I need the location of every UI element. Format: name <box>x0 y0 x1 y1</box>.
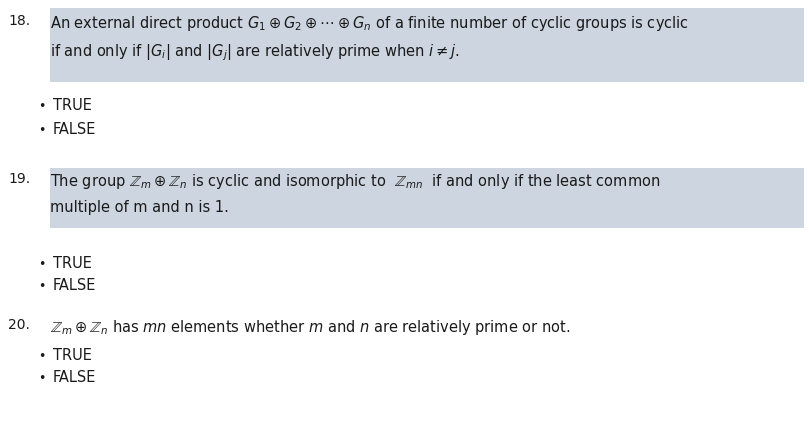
Text: •: • <box>38 258 45 271</box>
Text: •: • <box>38 350 45 363</box>
Text: 18.: 18. <box>8 14 30 28</box>
Text: if and only if $|G_i|$ and $|G_j|$ are relatively prime when $i \neq j$.: if and only if $|G_i|$ and $|G_j|$ are r… <box>50 42 460 63</box>
Text: TRUE: TRUE <box>53 98 92 113</box>
Text: An external direct product $G_1\oplus G_2 \oplus \cdots \oplus G_n$ of a finite : An external direct product $G_1\oplus G_… <box>50 14 689 33</box>
Text: $\mathbb{Z}_m\oplus \mathbb{Z}_n$ has $mn$ elements whether $m$ and $n$ are rela: $\mathbb{Z}_m\oplus \mathbb{Z}_n$ has $m… <box>50 318 570 337</box>
Text: •: • <box>38 124 45 137</box>
Text: 20.: 20. <box>8 318 30 332</box>
Text: 19.: 19. <box>8 172 30 186</box>
Text: TRUE: TRUE <box>53 348 92 363</box>
Text: •: • <box>38 100 45 113</box>
Text: •: • <box>38 372 45 385</box>
Text: FALSE: FALSE <box>53 370 96 385</box>
FancyBboxPatch shape <box>50 8 804 82</box>
FancyBboxPatch shape <box>50 168 804 228</box>
Text: multiple of m and n is 1.: multiple of m and n is 1. <box>50 200 229 215</box>
Text: FALSE: FALSE <box>53 278 96 293</box>
Text: •: • <box>38 280 45 293</box>
Text: The group $\mathbb{Z}_m\oplus \mathbb{Z}_n$ is cyclic and isomorphic to  $\mathb: The group $\mathbb{Z}_m\oplus \mathbb{Z}… <box>50 172 660 191</box>
Text: FALSE: FALSE <box>53 122 96 137</box>
Text: TRUE: TRUE <box>53 256 92 271</box>
